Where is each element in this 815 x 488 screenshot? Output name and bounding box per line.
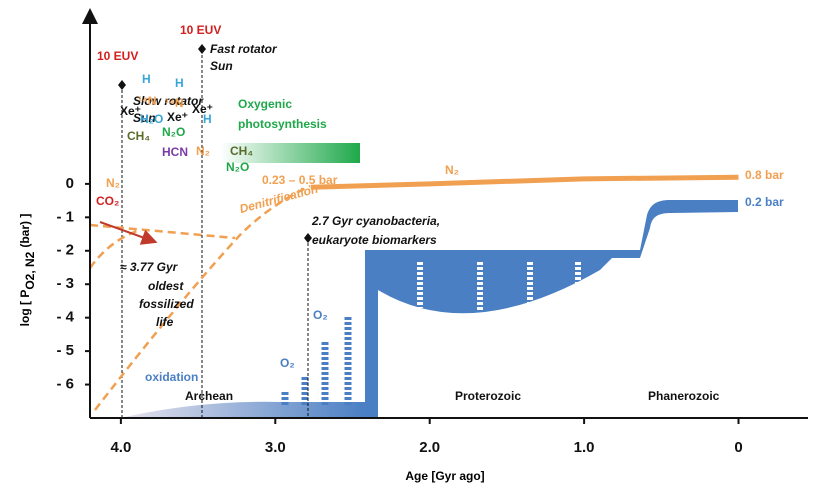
annotation: ¹⁴N: [165, 96, 184, 110]
annotation: Slow rotator: [133, 94, 204, 108]
annotation: Xe⁺: [167, 110, 188, 124]
annotation: Archean: [185, 389, 233, 403]
annotation: eukaryote biomarkers: [312, 233, 437, 247]
annotation: ≈ 3.77 Gyr: [120, 260, 179, 274]
orange-dashed: [88, 184, 311, 411]
y-tick-label: - 4: [56, 309, 74, 326]
x-tick-label: 4.0: [110, 439, 131, 456]
y-title-part: (bar) ]: [18, 214, 32, 248]
diamonds: [118, 44, 312, 243]
annotation: H₂O: [140, 112, 163, 126]
co2-arrow: [99, 221, 158, 245]
y-title-part: log [ P: [18, 290, 32, 327]
annotation: Xe⁺: [120, 104, 141, 118]
x-tick-label: 3.0: [265, 439, 286, 456]
annotation: N₂: [196, 144, 210, 158]
annotation: CH₄: [230, 144, 253, 158]
annotation: Fast rotator: [210, 42, 278, 56]
annotation: 0.8 bar: [745, 168, 784, 182]
y-tick-label: - 5: [56, 342, 74, 359]
annotation: Phanerozoic: [648, 389, 720, 403]
y-tick-label: - 6: [56, 376, 74, 393]
x-tick-label: 2.0: [419, 439, 440, 456]
annotation: 2.7 Gyr cyanobacteria,: [311, 214, 440, 228]
annotation: 10 EUV: [97, 49, 138, 63]
annotation: CH₄: [127, 129, 150, 143]
annotation: CO₂: [96, 194, 119, 208]
annotation: 0.23 – 0.5 bar: [262, 173, 338, 187]
x-axis-title: Age [Gyr ago]: [405, 469, 484, 483]
annotation: N₂O: [226, 160, 249, 174]
annotation: O₂: [280, 356, 295, 370]
n2-line: [310, 174, 739, 190]
annotation: H: [142, 72, 151, 86]
annotation: oxidation: [145, 370, 198, 384]
x-tick-label: 0: [734, 439, 742, 456]
annotation: Oxygenic: [238, 97, 292, 111]
annotation: Proterozoic: [455, 389, 521, 403]
annotation: life: [156, 315, 174, 329]
annotation: 10 EUV: [180, 23, 221, 37]
annotation: photosynthesis: [238, 117, 327, 131]
y-tick-label: - 1: [56, 208, 74, 225]
annotation: ¹⁴N: [138, 94, 157, 108]
dashed-lines: [121, 50, 309, 418]
y-axis-title: log [ PO2, N2 (bar) ]: [18, 214, 37, 327]
y-tick-label: 0: [66, 175, 74, 192]
annotation: oldest: [148, 279, 184, 293]
x-tick-label: 1.0: [574, 439, 595, 456]
annotation: 0.2 bar: [745, 195, 784, 209]
y-tick-label: - 2: [56, 242, 74, 259]
oxidation-band: [120, 401, 365, 418]
annotation: fossilized: [139, 297, 194, 311]
annotation: Sun: [210, 59, 233, 73]
annotation: Xe⁺: [192, 102, 213, 116]
oxygen-region: [365, 200, 738, 418]
y-tick-label: - 3: [56, 275, 74, 292]
annotation: H: [175, 76, 184, 90]
photosynthesis-bar: [220, 143, 360, 163]
y-title-sub: O2, N2: [23, 251, 37, 289]
annotation: Sun: [133, 111, 156, 125]
annotation: HCN: [162, 145, 188, 159]
white-arrows: [417, 262, 581, 312]
oxygen-arrows: [281, 315, 352, 405]
annotation: O₂: [313, 308, 328, 322]
annotation: N₂: [445, 163, 459, 177]
annotation: H: [203, 112, 212, 126]
annotation: N₂: [106, 176, 120, 190]
annotation: N₂O: [162, 125, 185, 139]
